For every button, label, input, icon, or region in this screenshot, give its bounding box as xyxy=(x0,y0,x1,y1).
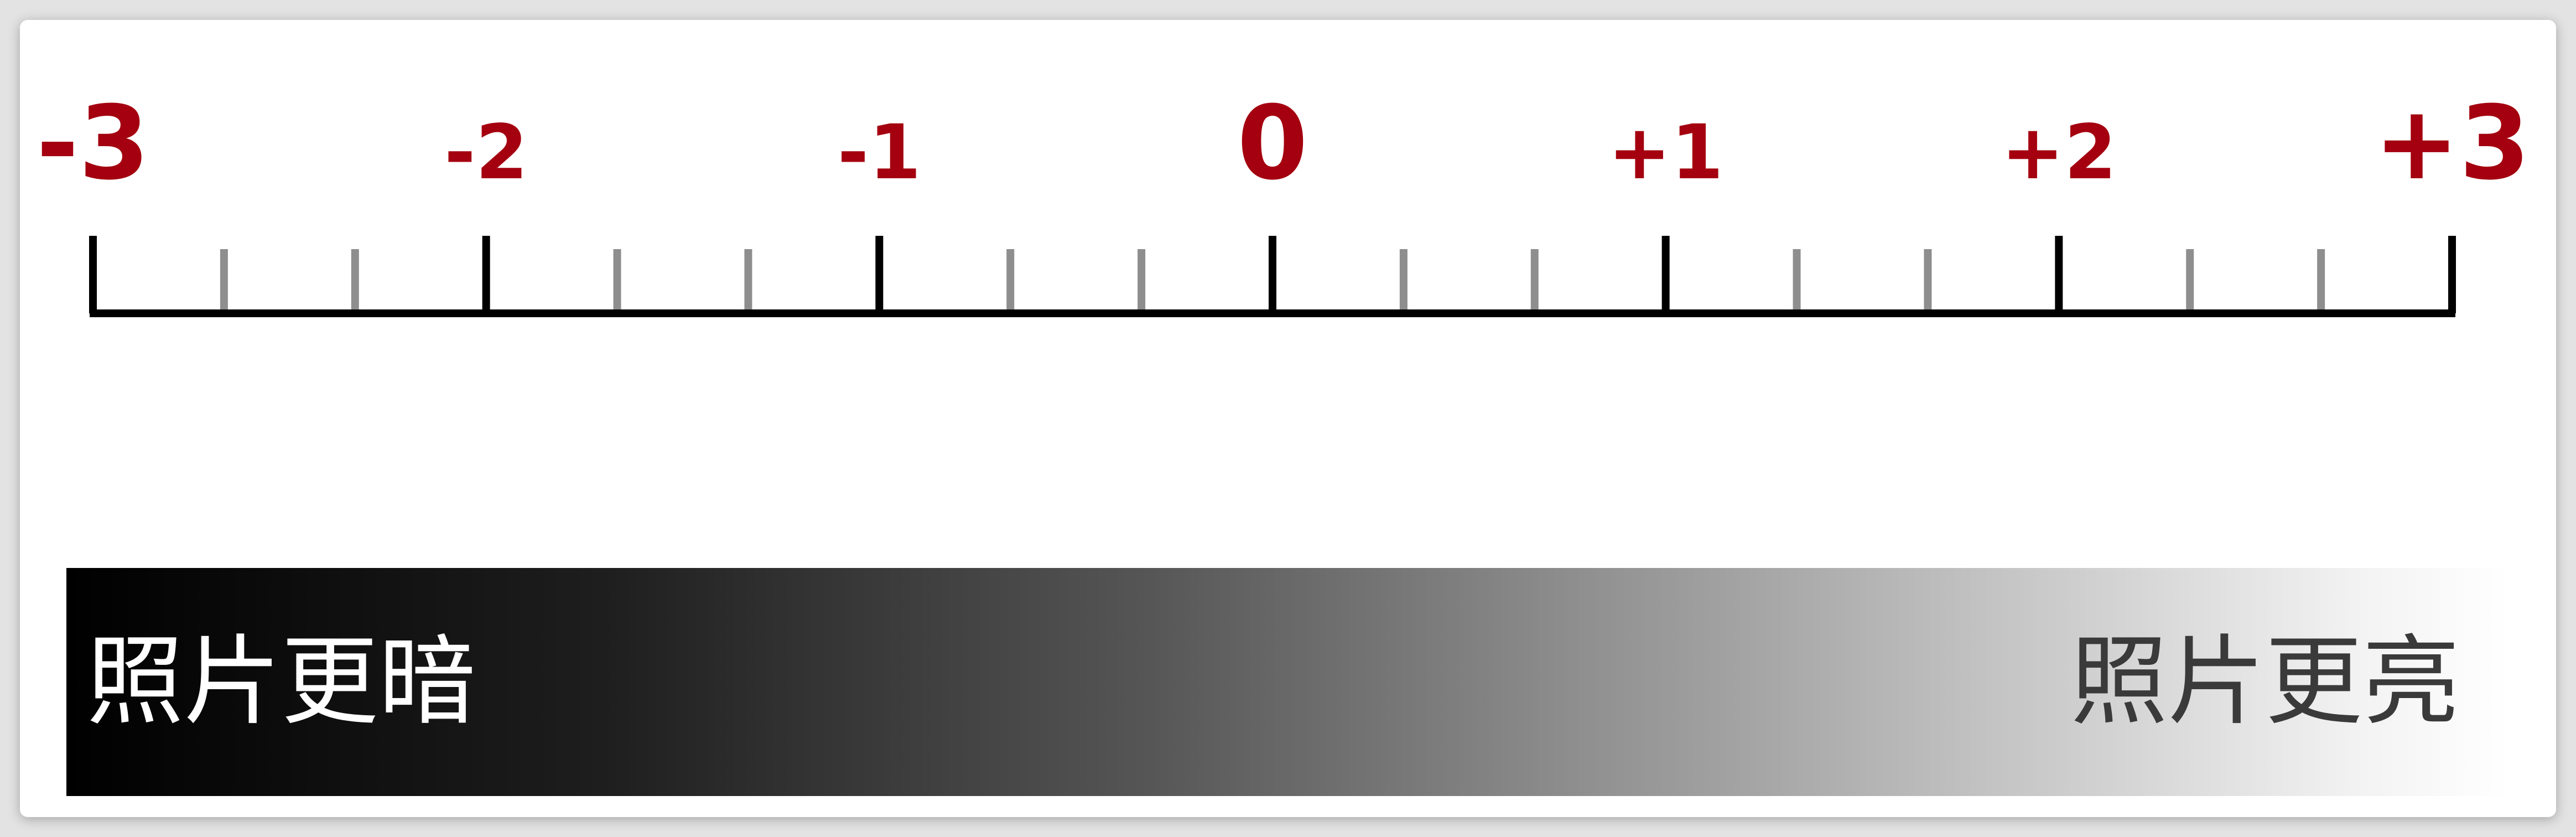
tick-label: -1 xyxy=(838,109,921,197)
tick-label: +1 xyxy=(1608,109,1723,197)
tick-label: +2 xyxy=(2001,109,2117,197)
tick-label: -3 xyxy=(37,84,149,203)
tick-label: +3 xyxy=(2374,84,2530,203)
minor-ticks xyxy=(220,249,2325,313)
darker-photo-label: 照片更暗 xyxy=(86,625,476,738)
tick-label: 0 xyxy=(1237,84,1308,203)
brightness-gradient-bar: 照片更暗 照片更亮 xyxy=(66,568,2510,796)
tick-labels: -3 -2 -1 0 +1 +2 +3 xyxy=(37,84,2530,203)
tick-label: -2 xyxy=(444,109,528,197)
major-ticks xyxy=(89,236,2456,313)
brighter-photo-label: 照片更亮 xyxy=(2070,625,2460,738)
